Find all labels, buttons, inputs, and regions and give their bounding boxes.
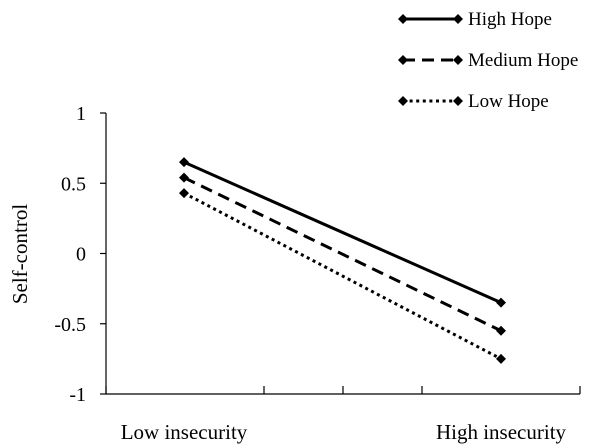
y-tick-label: -1 [69,384,86,406]
legend-marker [453,55,463,65]
series-high-hope [179,157,506,308]
y-tick-label: 1 [76,103,86,125]
series-line [183,176,502,333]
legend-label: Medium Hope [468,50,578,71]
axes: 1 0.5 0 -0.5 -1 Low insecurity High insecurity [54,103,581,444]
series-line [183,191,502,361]
legend-entry: Low Hope [398,91,549,112]
legend-entry: Medium Hope [398,50,578,71]
plot-area [179,157,506,364]
data-point [496,325,506,336]
x-category-label: Low insecurity [121,420,248,444]
legend-marker [398,14,408,24]
data-point [179,188,189,199]
legend-entry: High Hope [398,9,552,30]
data-point [496,353,506,364]
x-category-label: High insecurity [436,420,567,444]
series-line [183,160,502,305]
y-axis-title: Self-control [8,204,32,304]
legend-marker [453,14,463,24]
legend-label: High Hope [468,9,552,30]
data-point [179,157,189,168]
data-point [179,172,189,183]
y-tick-label: 0 [76,244,86,266]
legend-marker [453,96,463,106]
data-point [496,297,506,308]
legend-marker [398,96,408,106]
y-tick-label: 0.5 [61,173,86,195]
legend: High Hope Medium Hope Low Hope [398,9,578,112]
y-tick-label: -0.5 [54,314,86,336]
legend-marker [398,55,408,65]
series-medium-hope [179,172,506,336]
series-low-hope [179,188,506,364]
legend-label: Low Hope [468,91,549,112]
